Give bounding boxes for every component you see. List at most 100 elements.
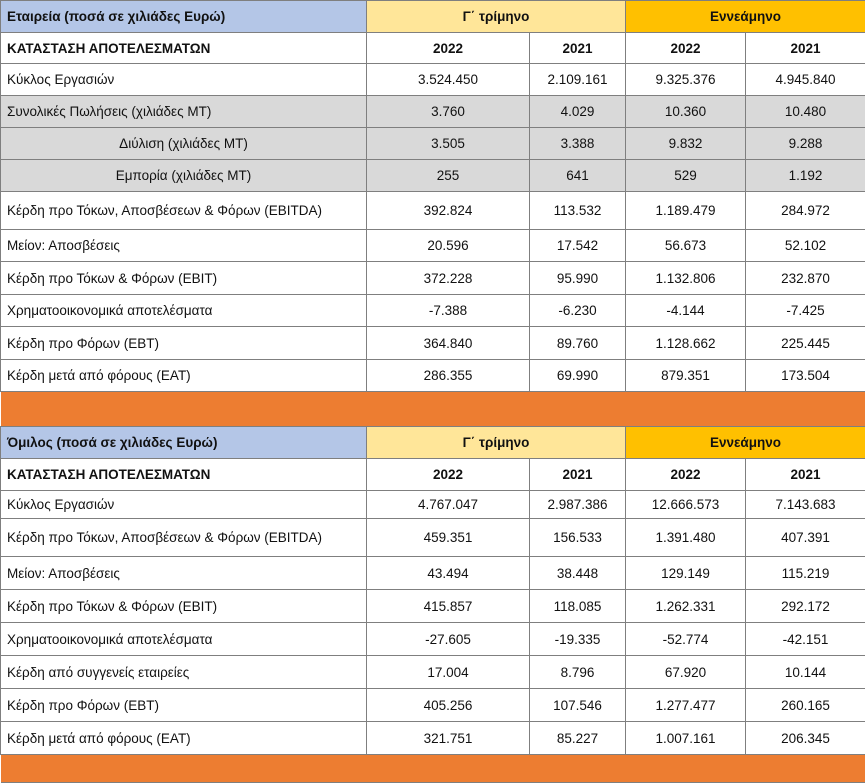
row-value: 9.325.376 (625, 63, 746, 96)
row-value: 2.109.161 (529, 63, 626, 96)
row-value: 69.990 (529, 359, 626, 392)
group-statement-label: ΚΑΤΑΣΤΑΣΗ ΑΠΟΤΕΛΕΣΜΑΤΩΝ (0, 458, 367, 491)
row-value: 38.448 (529, 556, 626, 590)
row-label: Μείον: Αποσβέσεις (0, 556, 367, 590)
row-label: Κέρδη προ Φόρων (EBT) (0, 688, 367, 722)
group-ninemonth-header: Εννεάμηνο (625, 426, 865, 459)
row-value: 529 (625, 159, 746, 192)
row-label: Κέρδη μετά από φόρους (EAT) (0, 359, 367, 392)
table-row: Συνολικές Πωλήσεις (χιλιάδες ΜΤ) 3.760 4… (0, 95, 865, 128)
table-row: Μείον: Αποσβέσεις 43.494 38.448 129.149 … (0, 556, 865, 590)
row-value: 156.533 (529, 518, 626, 557)
row-value: 1.262.331 (625, 589, 746, 623)
row-value: 321.751 (366, 721, 530, 755)
company-statement-label: ΚΑΤΑΣΤΑΣΗ ΑΠΟΤΕΛΕΣΜΑΤΩΝ (0, 32, 367, 64)
row-value: 113.532 (529, 191, 626, 230)
group-title-row: Όμιλος (ποσά σε χιλιάδες Ευρώ) Γ΄ τρίμην… (0, 426, 865, 459)
row-label: Διύλιση (χιλιάδες ΜΤ) (0, 127, 367, 160)
row-value: -52.774 (625, 622, 746, 656)
group-quarter-header: Γ΄ τρίμηνο (366, 426, 626, 459)
group-years-row: ΚΑΤΑΣΤΑΣΗ ΑΠΟΤΕΛΕΣΜΑΤΩΝ 2022 2021 2022 2… (0, 458, 865, 491)
row-value: -7.425 (745, 294, 865, 327)
row-value: 407.391 (745, 518, 865, 557)
row-value: 405.256 (366, 688, 530, 722)
company-section-title: Εταιρεία (ποσά σε χιλιάδες Ευρώ) (0, 0, 367, 33)
row-value: 1.391.480 (625, 518, 746, 557)
row-value: 284.972 (745, 191, 865, 230)
row-value: 10.144 (745, 655, 865, 689)
row-value: -7.388 (366, 294, 530, 327)
row-label: Εμπορία (χιλιάδες ΜΤ) (0, 159, 367, 192)
row-label: Χρηματοοικονομικά αποτελέσματα (0, 622, 367, 656)
row-value: -27.605 (366, 622, 530, 656)
table-row: Κέρδη προ Φόρων (EBT) 364.840 89.760 1.1… (0, 326, 865, 360)
row-label: Κέρδη από συγγενείς εταιρείες (0, 655, 367, 689)
row-value: 85.227 (529, 721, 626, 755)
row-value: 118.085 (529, 589, 626, 623)
row-value: 292.172 (745, 589, 865, 623)
row-value: 129.149 (625, 556, 746, 590)
table-row: Κέρδη μετά από φόρους (EAT) 286.355 69.9… (0, 359, 865, 392)
row-value: -42.151 (745, 622, 865, 656)
row-value: 260.165 (745, 688, 865, 722)
row-value: 225.445 (745, 326, 865, 360)
row-value: 1.192 (745, 159, 865, 192)
row-label: Κέρδη μετά από φόρους (EAT) (0, 721, 367, 755)
row-label: Κέρδη προ Τόκων & Φόρων (EBIT) (0, 261, 367, 295)
row-value: 17.004 (366, 655, 530, 689)
row-value: 107.546 (529, 688, 626, 722)
row-label: Κύκλος Εργασιών (0, 490, 367, 519)
row-value: -4.144 (625, 294, 746, 327)
row-value: 364.840 (366, 326, 530, 360)
row-label: Συνολικές Πωλήσεις (χιλιάδες ΜΤ) (0, 95, 367, 128)
company-ninemonth-header: Εννεάμηνο (625, 0, 865, 33)
row-label: Κέρδη προ Τόκων, Αποσβέσεων & Φόρων (EBI… (0, 518, 367, 557)
year-header: 2022 (366, 458, 530, 491)
table-row: Κύκλος Εργασιών 3.524.450 2.109.161 9.32… (0, 63, 865, 96)
row-value: 8.796 (529, 655, 626, 689)
row-value: 9.288 (745, 127, 865, 160)
row-value: 1.132.806 (625, 261, 746, 295)
table-row: Χρηματοοικονομικά αποτελέσματα -7.388 -6… (0, 294, 865, 327)
row-value: 115.219 (745, 556, 865, 590)
row-value: 3.505 (366, 127, 530, 160)
table-row: Κέρδη από συγγενείς εταιρείες 17.004 8.7… (0, 655, 865, 689)
row-value: 7.143.683 (745, 490, 865, 519)
row-value: 1.277.477 (625, 688, 746, 722)
row-value: 879.351 (625, 359, 746, 392)
table-row: Χρηματοοικονομικά αποτελέσματα -27.605 -… (0, 622, 865, 656)
table-row: Κέρδη προ Τόκων, Αποσβέσεων & Φόρων (EBI… (0, 191, 865, 230)
row-label: Κέρδη προ Τόκων & Φόρων (EBIT) (0, 589, 367, 623)
row-value: 4.945.840 (745, 63, 865, 96)
separator-band (0, 391, 865, 427)
year-header: 2021 (745, 32, 865, 64)
row-value: 392.824 (366, 191, 530, 230)
separator-band (0, 754, 865, 783)
row-value: 4.029 (529, 95, 626, 128)
row-value: 10.480 (745, 95, 865, 128)
row-value: 67.920 (625, 655, 746, 689)
year-header: 2022 (366, 32, 530, 64)
row-value: 43.494 (366, 556, 530, 590)
row-label: Κέρδη προ Τόκων, Αποσβέσεων & Φόρων (EBI… (0, 191, 367, 230)
row-value: 286.355 (366, 359, 530, 392)
table-row: Μείον: Αποσβέσεις 20.596 17.542 56.673 5… (0, 229, 865, 262)
row-value: 641 (529, 159, 626, 192)
row-value: 2.987.386 (529, 490, 626, 519)
row-value: 3.524.450 (366, 63, 530, 96)
table-row: Κέρδη προ Τόκων, Αποσβέσεων & Φόρων (EBI… (0, 518, 865, 557)
company-quarter-header: Γ΄ τρίμηνο (366, 0, 626, 33)
year-header: 2021 (529, 32, 626, 64)
row-value: 17.542 (529, 229, 626, 262)
row-value: 12.666.573 (625, 490, 746, 519)
row-value: 255 (366, 159, 530, 192)
company-years-row: ΚΑΤΑΣΤΑΣΗ ΑΠΟΤΕΛΕΣΜΑΤΩΝ 2022 2021 2022 2… (0, 32, 865, 64)
row-label: Κέρδη προ Φόρων (EBT) (0, 326, 367, 360)
table-row: Διύλιση (χιλιάδες ΜΤ) 3.505 3.388 9.832 … (0, 127, 865, 160)
company-title-row: Εταιρεία (ποσά σε χιλιάδες Ευρώ) Γ΄ τρίμ… (0, 0, 865, 33)
row-value: 9.832 (625, 127, 746, 160)
table-row: Κέρδη προ Τόκων & Φόρων (EBIT) 415.857 1… (0, 589, 865, 623)
section-separator (0, 391, 865, 427)
year-header: 2021 (529, 458, 626, 491)
